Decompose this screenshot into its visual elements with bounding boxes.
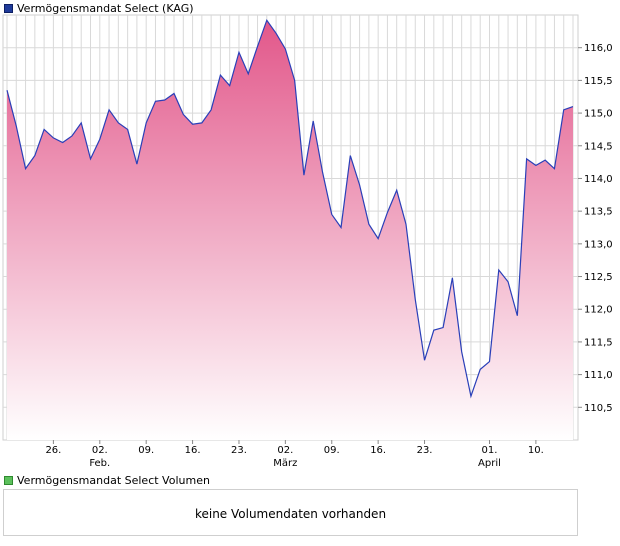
- y-tick-label: 110,5: [584, 403, 613, 414]
- price-legend-label: Vermögensmandat Select (KAG): [17, 1, 194, 15]
- x-tick-label: 16.: [185, 445, 201, 456]
- price-legend: Vermögensmandat Select (KAG): [4, 1, 194, 15]
- volume-legend-label: Vermögensmandat Select Volumen: [17, 473, 210, 487]
- price-line: [6, 18, 574, 399]
- volume-legend-swatch: [4, 475, 13, 485]
- x-month-label: März: [273, 458, 297, 469]
- y-tick-label: 112,5: [584, 272, 613, 283]
- x-tick-label: 02.: [277, 445, 293, 456]
- y-tick-label: 113,0: [584, 239, 613, 250]
- volume-panel: keine Volumendaten vorhanden: [3, 489, 578, 536]
- y-tick-label: 115,5: [584, 76, 613, 87]
- y-axis-ticks: 110,5 111,0 111,5 112,0 112,5 113,0 113,5 114,0…: [578, 43, 613, 414]
- x-tick-label: 23.: [417, 445, 433, 456]
- x-tick-label: 01.: [482, 445, 498, 456]
- y-tick-label: 112,0: [584, 305, 613, 316]
- x-tick-label: 02.: [92, 445, 108, 456]
- x-axis-ticks: 26. 02. Feb. 09. 16. 23. 02. März 09. 16. 23. 01. Ap…: [45, 440, 544, 469]
- x-month-label: April: [478, 458, 501, 469]
- x-tick-label: 09.: [138, 445, 154, 456]
- x-tick-label: 10.: [528, 445, 544, 456]
- x-tick-label: 09.: [324, 445, 340, 456]
- y-tick-label: 116,0: [584, 43, 613, 54]
- volume-legend: Vermögensmandat Select Volumen: [4, 473, 210, 487]
- y-tick-label: 111,5: [584, 337, 613, 348]
- volume-empty-message: keine Volumendaten vorhanden: [194, 507, 387, 521]
- x-tick-label: 26.: [45, 445, 61, 456]
- y-tick-label: 115,0: [584, 109, 613, 120]
- y-tick-label: 114,0: [584, 174, 613, 185]
- price-area: [7, 20, 573, 440]
- price-chart: 110,5 111,0 111,5 112,0 112,5 113,0 113,5 114,0…: [2, 14, 613, 469]
- price-legend-swatch: [4, 3, 13, 13]
- y-tick-label: 113,5: [584, 207, 613, 218]
- y-tick-label: 111,0: [584, 370, 613, 381]
- x-month-label: Feb.: [89, 458, 110, 469]
- x-tick-label: 16.: [370, 445, 386, 456]
- y-tick-label: 114,5: [584, 141, 613, 152]
- x-tick-label: 23.: [231, 445, 247, 456]
